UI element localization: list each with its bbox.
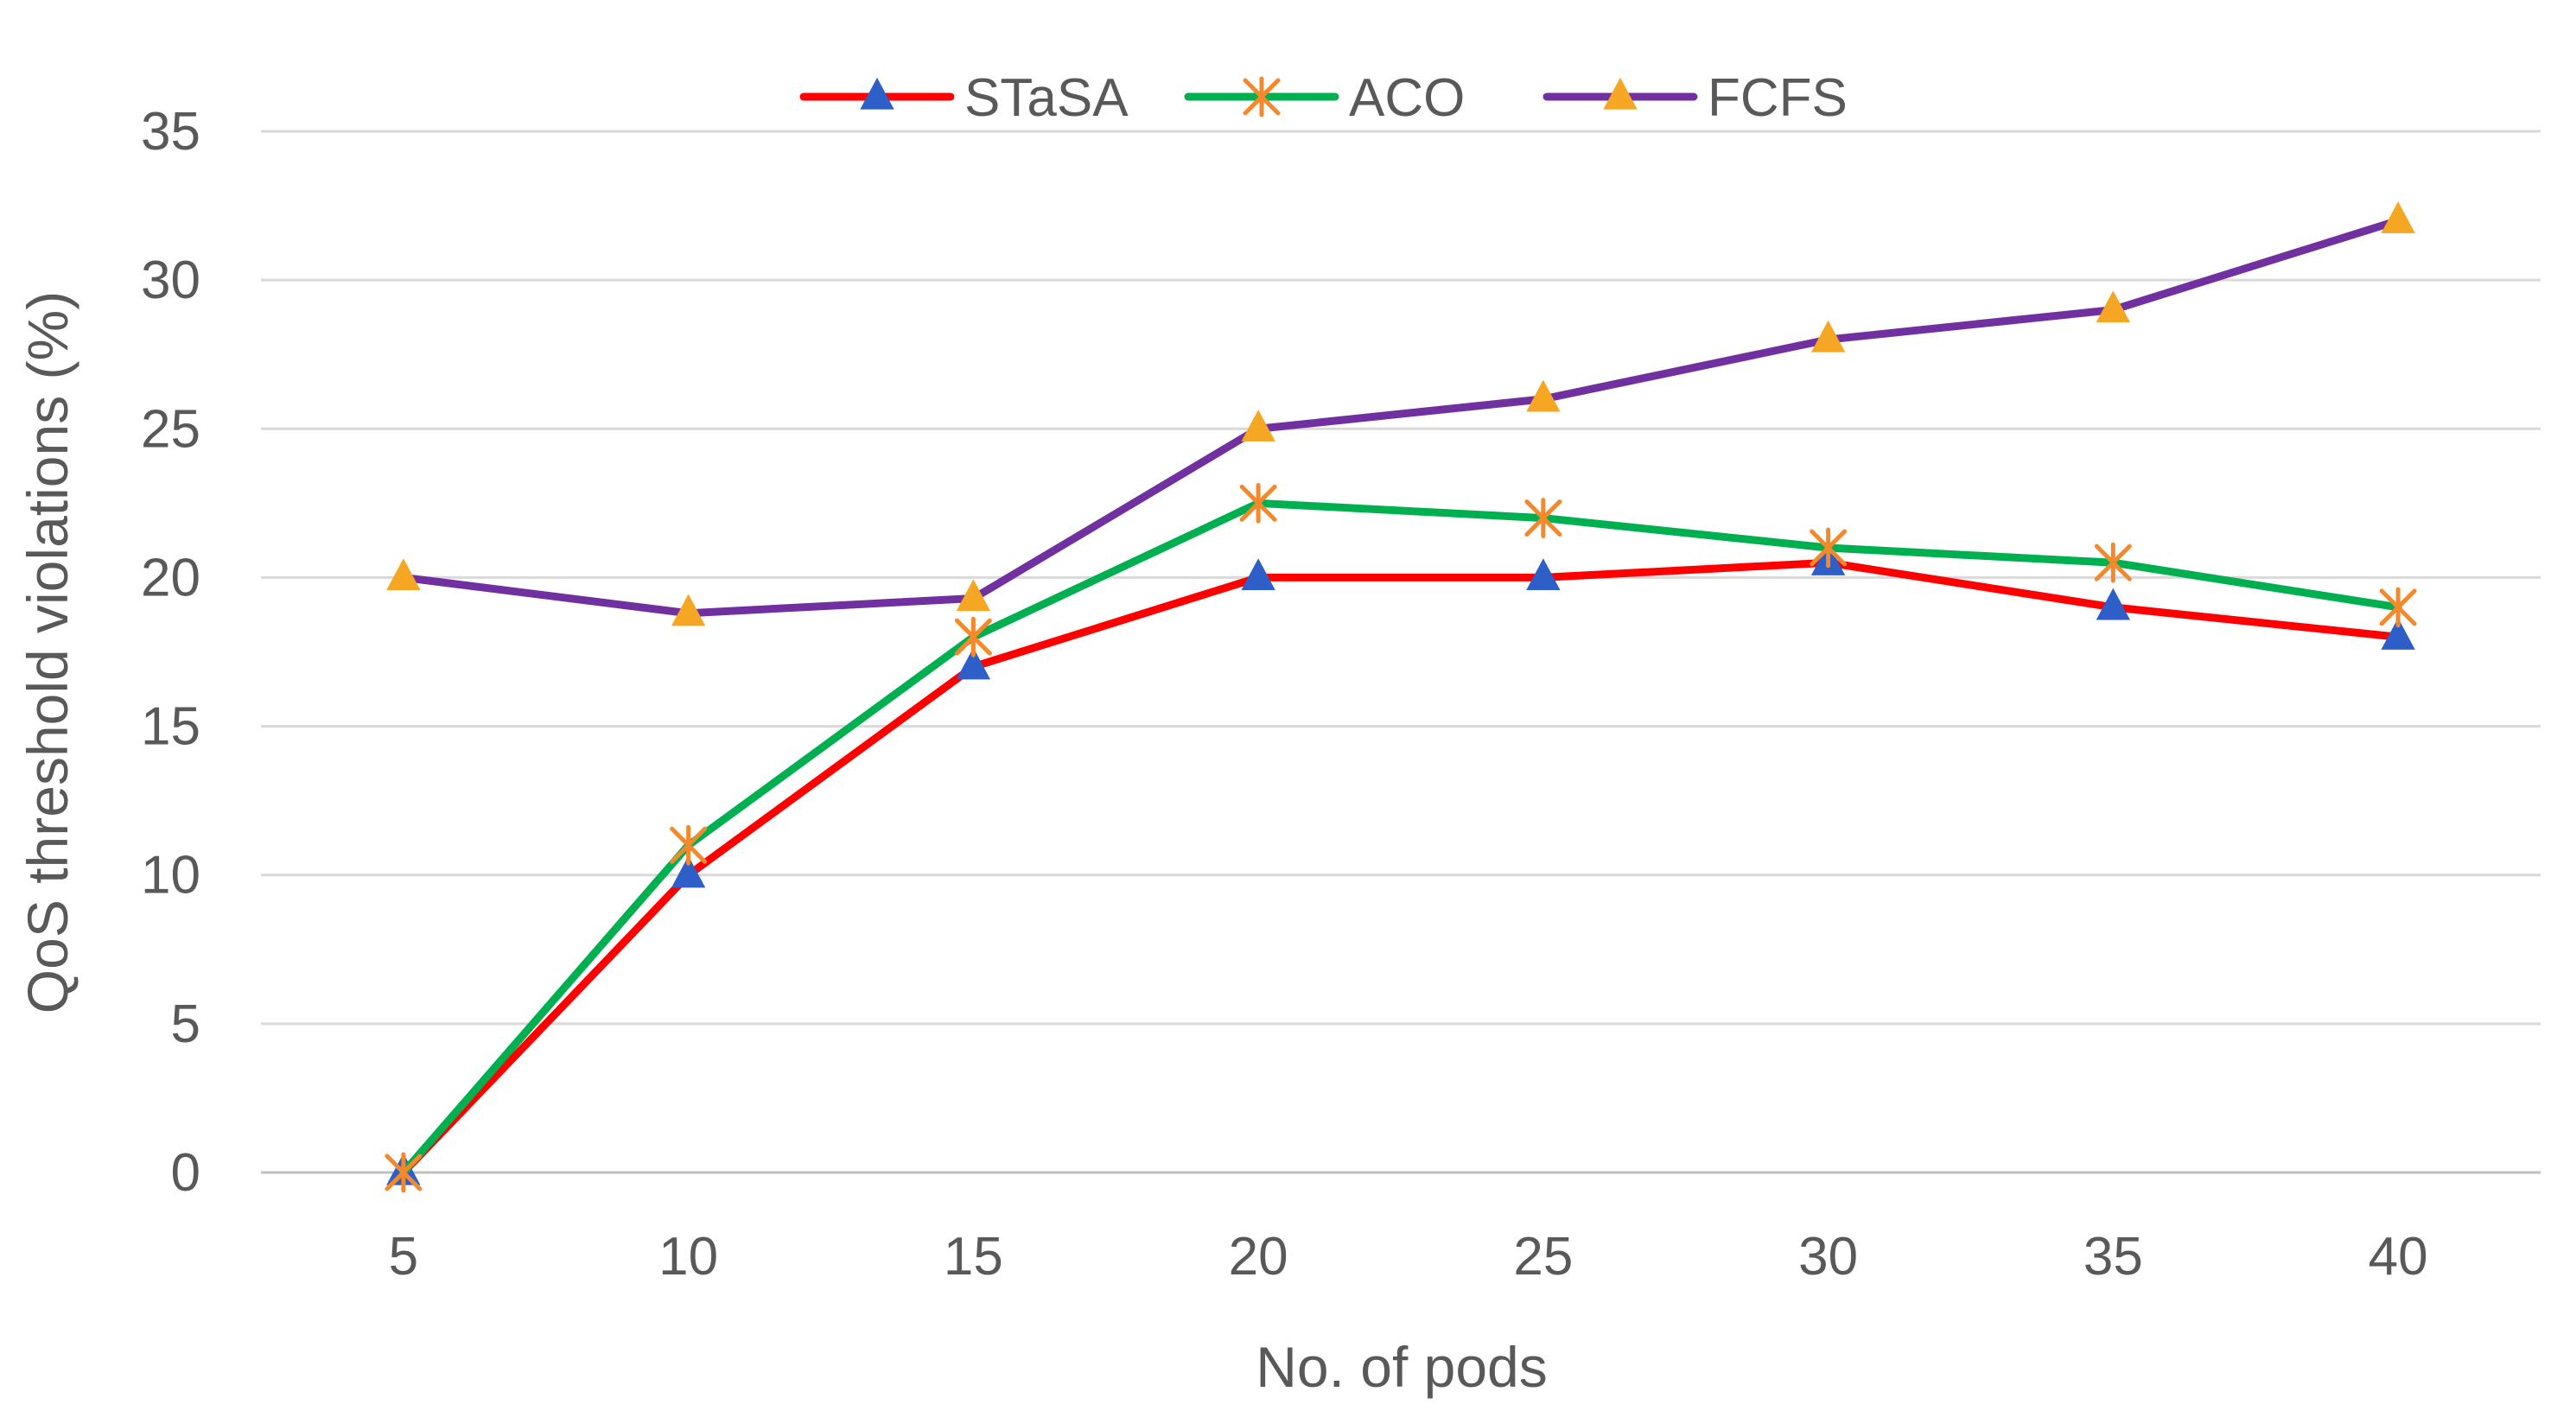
point-aco-40 bbox=[2379, 587, 2417, 628]
point-aco-10 bbox=[670, 824, 708, 866]
x-tick-label-35: 35 bbox=[2083, 1227, 2143, 1287]
legend-label-stasa: STaSA bbox=[964, 68, 1129, 128]
point-fcfs-10 bbox=[671, 594, 706, 626]
x-tick-label-25: 25 bbox=[1513, 1227, 1573, 1287]
point-stasa-40 bbox=[2381, 618, 2415, 650]
y-tick-label-30: 30 bbox=[141, 251, 200, 310]
x-tick-label-5: 5 bbox=[389, 1227, 418, 1287]
legend-item-stasa: STaSA bbox=[799, 68, 1129, 128]
x-tick-label-20: 20 bbox=[1229, 1227, 1288, 1287]
y-tick-label-15: 15 bbox=[141, 697, 200, 757]
point-aco-35 bbox=[2094, 542, 2132, 583]
legend: STaSA ACO FCFS bbox=[799, 68, 1848, 128]
x-tick-label-10: 10 bbox=[658, 1227, 718, 1287]
point-stasa-10 bbox=[671, 855, 706, 888]
legend-item-aco: ACO bbox=[1184, 68, 1465, 128]
y-tick-label-10: 10 bbox=[141, 846, 200, 905]
legend-marker-aco bbox=[1243, 76, 1281, 118]
point-stasa-35 bbox=[2096, 588, 2131, 620]
point-fcfs-5 bbox=[386, 558, 421, 591]
gridlines bbox=[261, 130, 2541, 1174]
legend-label-aco: ACO bbox=[1349, 68, 1465, 128]
point-fcfs-35 bbox=[2096, 290, 2131, 323]
y-axis-ticks: 0 5 10 15 20 25 30 35 bbox=[141, 102, 200, 1203]
y-tick-label-20: 20 bbox=[141, 548, 200, 607]
y-tick-label-5: 5 bbox=[171, 994, 200, 1054]
x-axis-title: No. of pods bbox=[1256, 1335, 1548, 1399]
point-fcfs-30 bbox=[1810, 320, 1846, 353]
point-fcfs-20 bbox=[1241, 410, 1275, 442]
point-aco-30 bbox=[1810, 527, 1848, 569]
point-fcfs-40 bbox=[2381, 201, 2415, 233]
series-line-fcfs bbox=[399, 216, 2402, 618]
point-stasa-25 bbox=[1526, 558, 1561, 591]
point-fcfs-25 bbox=[1526, 379, 1561, 412]
legend-marker-fcfs bbox=[1603, 77, 1638, 110]
point-aco-5 bbox=[385, 1152, 423, 1193]
legend-item-fcfs: FCFS bbox=[1542, 68, 1848, 128]
x-tick-label-15: 15 bbox=[944, 1227, 1003, 1287]
point-fcfs-15 bbox=[956, 579, 991, 612]
x-tick-label-40: 40 bbox=[2369, 1227, 2428, 1287]
series-group bbox=[385, 201, 2417, 1193]
y-tick-label-35: 35 bbox=[141, 102, 200, 162]
x-tick-label-30: 30 bbox=[1798, 1227, 1858, 1287]
series-line-aco bbox=[399, 499, 2402, 1177]
x-axis-ticks: 5 10 15 20 25 30 35 40 bbox=[389, 1227, 2428, 1287]
point-stasa-20 bbox=[1241, 558, 1275, 591]
legend-marker-stasa bbox=[860, 77, 894, 110]
y-axis-title: QoS threshold violations (%) bbox=[16, 291, 80, 1014]
point-aco-15 bbox=[954, 616, 992, 658]
y-tick-label-0: 0 bbox=[171, 1143, 200, 1203]
point-aco-25 bbox=[1524, 498, 1562, 538]
point-stasa-15 bbox=[956, 647, 991, 680]
y-tick-label-25: 25 bbox=[141, 399, 200, 459]
series-line-stasa bbox=[399, 558, 2402, 1177]
legend-label-fcfs: FCFS bbox=[1708, 68, 1848, 128]
point-aco-20 bbox=[1239, 482, 1277, 524]
